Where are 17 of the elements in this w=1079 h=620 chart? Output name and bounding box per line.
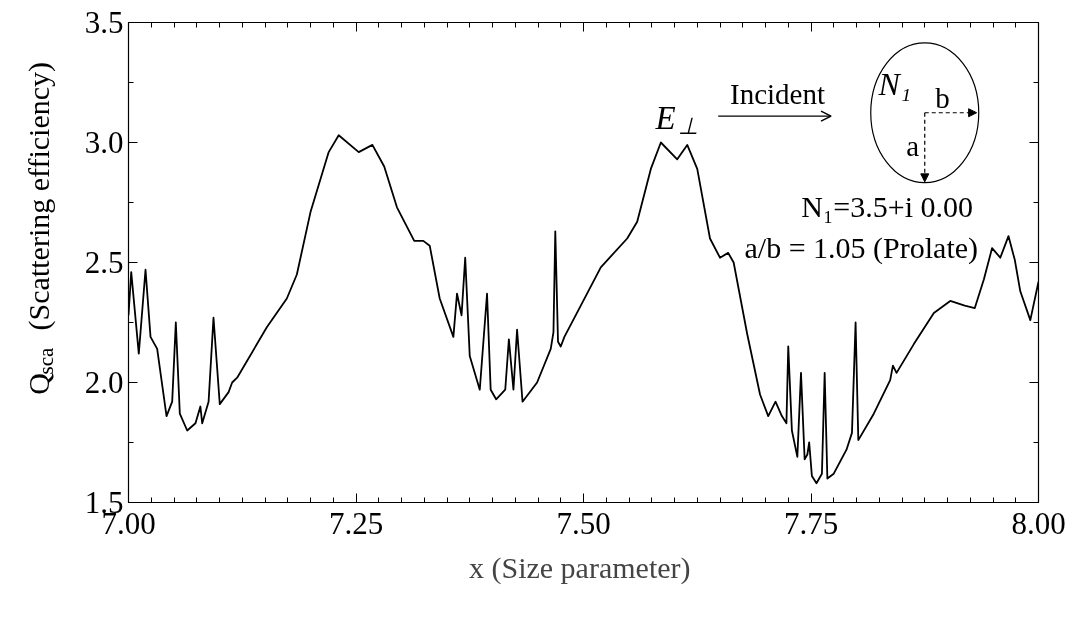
annotation: a/b = 1.05 (Prolate) [744,230,979,265]
x-tick-label: 7.75 [783,505,839,541]
y-tick-label: 2.5 [84,245,124,280]
annotation: b [935,82,950,115]
y-axis-title: Qsca (Scattering efficiency) [22,61,58,395]
annotation: N₁ [877,65,912,102]
y-tick-label: 2.0 [84,365,124,400]
annotation: a [906,130,920,163]
y-tick-label: 3.5 [84,5,124,40]
x-tick-label: 8.00 [1011,505,1066,541]
y-tick-label: 3.0 [84,125,124,160]
x-tick-label: 7.25 [328,505,384,541]
annotation: Incident [729,77,825,110]
annotation: N₁=3.5+i 0.00 [801,189,974,223]
x-axis-title: x (Size parameter) [468,550,691,585]
x-tick-label: 7.50 [556,505,611,541]
annotation: E⊥ [654,99,698,139]
